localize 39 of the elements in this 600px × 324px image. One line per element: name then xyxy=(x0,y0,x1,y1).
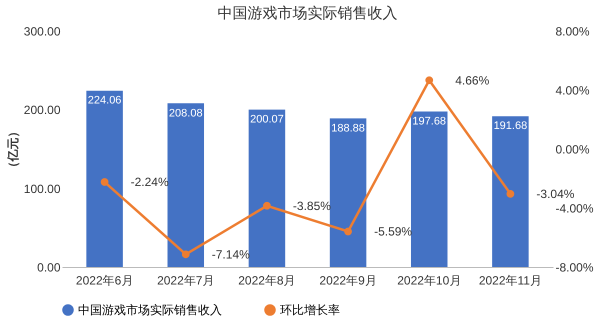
point xyxy=(425,76,434,84)
bar xyxy=(492,116,529,267)
y-tick-label: 0.00 xyxy=(37,260,61,274)
data-label: 4.66% xyxy=(455,73,490,88)
y-tick-label: 200.00 xyxy=(24,103,61,118)
legend-label: 中国游戏市场实际销售收入 xyxy=(78,303,222,317)
x-tick-label: 2022年6月 xyxy=(76,274,134,288)
point xyxy=(182,250,190,258)
bar xyxy=(86,90,123,267)
data-label: 197.68 xyxy=(412,115,446,128)
y2-tick-label: 8.00% xyxy=(556,24,590,38)
point xyxy=(100,178,108,186)
data-label: 188.88 xyxy=(331,122,365,134)
y-tick-label: 100.00 xyxy=(24,182,61,196)
point xyxy=(263,202,271,210)
x-tick-label: 2022年10月 xyxy=(397,274,462,288)
point xyxy=(506,190,514,198)
x-tick-label: 2022年8月 xyxy=(238,274,296,288)
bar xyxy=(410,111,448,267)
y2-tick-label: 0.00% xyxy=(556,142,590,156)
y-axis-title: （亿元） xyxy=(6,126,20,174)
bar xyxy=(168,103,204,267)
x-tick-label: 2022年11月 xyxy=(478,274,542,288)
bar xyxy=(248,110,286,267)
y2-tick-label: -4.00% xyxy=(556,202,594,216)
x-tick-label: 2022年7月 xyxy=(157,274,214,288)
y2-tick-label: -8.00% xyxy=(556,260,594,274)
data-label: 200.07 xyxy=(250,114,284,126)
point xyxy=(344,228,352,236)
data-label: 191.68 xyxy=(494,120,528,132)
legend-label: 环比增长率 xyxy=(280,303,340,317)
bar xyxy=(330,118,366,267)
data-label: -3.04% xyxy=(536,186,575,201)
chart-title: 中国游戏市场实际销售收入 xyxy=(218,5,398,22)
x-tick-label: 2022年9月 xyxy=(319,274,377,288)
y2-tick-label: 4.00% xyxy=(556,84,590,98)
y-tick-label: 300.00 xyxy=(24,24,61,38)
data-label: 224.06 xyxy=(88,94,122,107)
data-label: 208.08 xyxy=(168,107,203,120)
